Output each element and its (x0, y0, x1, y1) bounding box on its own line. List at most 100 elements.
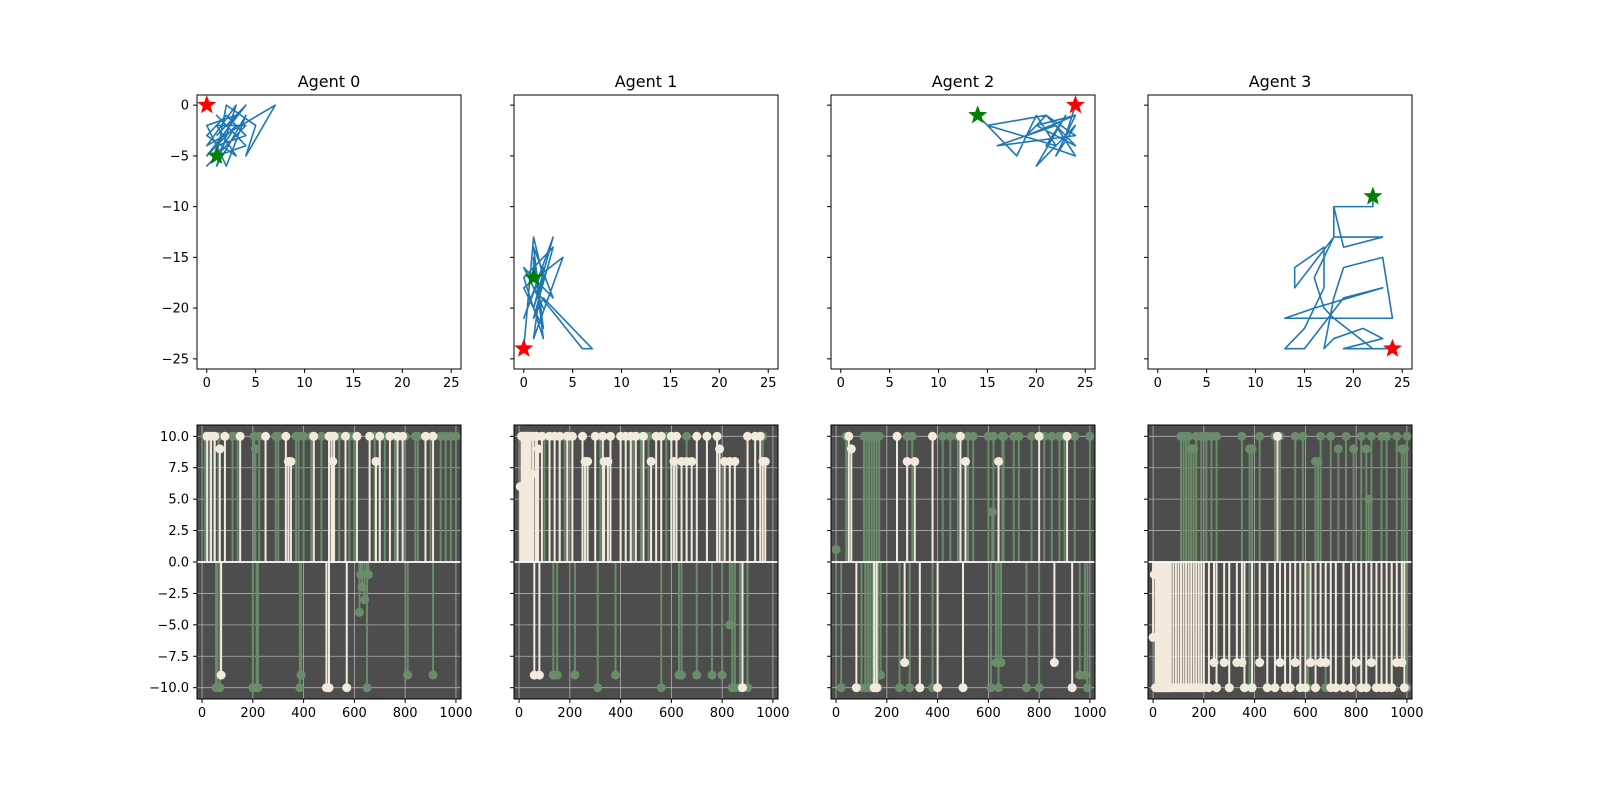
stem-marker (1290, 658, 1300, 668)
chart-title: Agent 2 (932, 72, 995, 91)
x-tick-label: 800 (1027, 706, 1052, 721)
stem-marker (707, 670, 717, 680)
trajectory-path (205, 104, 277, 167)
x-tick-label: 800 (710, 706, 735, 721)
stem-marker (1356, 431, 1366, 441)
axes-frame (830, 94, 1096, 370)
x-tick-label: 20 (394, 376, 411, 391)
stem-marker (874, 431, 884, 441)
stem-marker (398, 431, 408, 441)
stem-series-cream (515, 431, 770, 693)
stem-marker (915, 683, 925, 693)
stem-marker (907, 431, 917, 441)
stem-marker (631, 431, 641, 441)
start-star-marker (514, 338, 534, 357)
stem-marker (1270, 683, 1280, 693)
stem-marker (253, 683, 263, 693)
goal-star-marker (1363, 186, 1383, 205)
stem-marker (1341, 431, 1351, 441)
stem-marker (712, 431, 722, 441)
trajectory-chart-3: 0 5 10 15 20 25 Agent 3 (1144, 72, 1413, 391)
x-tick-label: 1000 (756, 706, 789, 721)
stem-marker (687, 456, 697, 466)
chart-title: Agent 0 (298, 72, 361, 91)
stem-marker (851, 683, 861, 693)
stem-marker (1049, 658, 1059, 668)
x-tick-label: 15 (345, 376, 362, 391)
stem-marker (1361, 444, 1371, 454)
y-tick-label: 0.0 (168, 556, 189, 571)
stem-marker (1085, 431, 1095, 441)
trajectory-chart-1: 0 5 10 15 20 25 Agent 1 (510, 72, 779, 391)
stem-marker (1382, 431, 1392, 441)
stem-marker (1047, 431, 1057, 441)
stem-marker (352, 431, 362, 441)
stem-marker (1346, 683, 1356, 693)
x-tick-label: 10 (613, 376, 630, 391)
chart-title: Agent 1 (615, 72, 678, 91)
x-tick-label: 200 (557, 706, 582, 721)
stem-marker (692, 670, 702, 680)
x-tick-label: 5 (569, 376, 577, 391)
trajectory-path (977, 104, 1077, 167)
stem-marker (286, 456, 296, 466)
y-tick-label: −25 (162, 352, 189, 367)
trajectory-marks (1284, 195, 1394, 350)
stem-marker (1247, 444, 1257, 454)
stem-series-cream (844, 431, 1077, 693)
stem-marker (567, 431, 577, 441)
stem-marker (831, 544, 841, 554)
y-tick-label: −7.5 (157, 650, 189, 665)
stem-marker (428, 670, 438, 680)
stem-marker (295, 683, 305, 693)
x-tick-label: 1000 (1390, 706, 1423, 721)
stem-marker (1321, 658, 1331, 668)
stem-marker (254, 431, 264, 441)
stem-marker (1399, 444, 1409, 454)
stem-marker (296, 670, 306, 680)
x-tick-label: 0 (198, 706, 206, 721)
stem-marker (341, 431, 350, 441)
y-tick-label: −5 (170, 149, 189, 164)
x-tick-label: 0 (520, 376, 528, 391)
stem-marker (900, 658, 910, 668)
y-tick-label: 2.5 (168, 524, 189, 539)
stem-marker (552, 670, 562, 680)
stem-marker (1062, 431, 1072, 441)
stem-marker (420, 431, 430, 441)
stem-marker (737, 683, 747, 693)
stem-marker (220, 431, 230, 441)
stem-marker (1290, 431, 1300, 441)
stem-marker (354, 607, 364, 617)
trajectory-path (1284, 195, 1394, 350)
x-tick-label: 15 (979, 376, 996, 391)
stem-marker (1366, 431, 1376, 441)
x-tick-label: 5 (886, 376, 894, 391)
start-star-marker (1382, 338, 1402, 357)
stem-marker (1338, 683, 1348, 693)
stem-marker (986, 683, 996, 693)
stem-marker (994, 456, 1004, 466)
stem-marker (988, 431, 998, 441)
stem-marks (831, 431, 1095, 693)
stem-marker (1247, 683, 1257, 693)
x-tick-label: 5 (252, 376, 260, 391)
axes-frame (196, 94, 462, 370)
stem-marker (210, 431, 220, 441)
stem-marker (328, 456, 338, 466)
stem-marker (876, 670, 885, 680)
stem-marker (250, 444, 260, 454)
stem-marker (846, 444, 856, 454)
stem-marker (933, 683, 943, 693)
stem-marker (1082, 683, 1092, 693)
chart-title: Agent 3 (1249, 72, 1312, 91)
stem-series-cream (1148, 431, 1409, 693)
x-tick-label: 20 (711, 376, 728, 391)
stem-marker (403, 670, 413, 680)
stem-marker (1255, 658, 1265, 668)
x-tick-label: 200 (1191, 706, 1216, 721)
stem-marker (342, 683, 352, 693)
stem-marker (1326, 431, 1336, 441)
stem-series-green (831, 431, 1095, 693)
stem-marker (1316, 431, 1326, 441)
